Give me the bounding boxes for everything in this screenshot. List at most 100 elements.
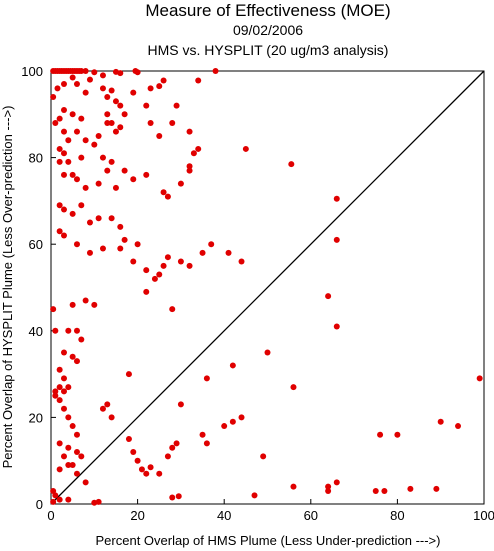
data-point [91,69,98,76]
data-point [394,431,401,438]
data-point [290,384,297,391]
data-point [86,219,93,226]
data-point [143,470,150,477]
data-point [86,76,93,83]
chart-subtitle: HMS vs. HYSPLIT (20 ug/m3 analysis) [148,42,389,58]
chart-date: 09/02/2006 [233,22,303,38]
data-point [60,128,67,135]
data-point [56,496,63,503]
data-point [476,375,483,382]
data-points [50,68,483,506]
data-point [52,392,59,399]
data-point [325,293,332,300]
data-point [125,371,132,378]
data-point [143,288,150,295]
data-point [56,366,63,373]
data-point [60,375,67,382]
data-point [52,119,59,126]
data-point [65,384,72,391]
data-point [130,89,137,96]
data-point [52,327,59,334]
data-point [333,479,340,486]
data-point [104,111,111,118]
data-point [56,384,63,391]
data-point [73,431,80,438]
data-point [377,431,384,438]
data-point [60,206,67,213]
data-point [60,405,67,412]
data-point [164,254,171,261]
data-point [82,297,89,304]
data-point [156,470,163,477]
data-point [108,119,115,126]
data-point [65,158,72,165]
data-point [108,87,115,94]
data-point [69,353,76,360]
data-point [195,77,202,84]
y-axis-label: Percent Overlap of HYSPLIT Plume (Less O… [0,106,15,469]
data-point [121,167,128,174]
data-point [260,453,267,460]
data-point [56,466,63,473]
data-point [56,158,63,165]
data-point [125,436,132,443]
data-point [69,210,76,217]
data-point [99,154,106,161]
data-point [121,236,128,243]
data-point [65,462,72,469]
data-point [54,85,61,92]
data-point [437,418,444,425]
data-point [147,464,154,471]
data-point [65,327,72,334]
data-point [160,77,167,84]
data-point [238,258,245,265]
data-point [50,93,57,100]
data-point [69,111,76,118]
data-point [65,137,72,144]
data-point [229,418,236,425]
data-point [82,89,89,96]
data-point [73,80,80,87]
data-point [78,68,85,74]
data-point [73,358,80,365]
data-point [95,215,102,222]
data-point [95,132,102,139]
x-axis-label: Percent Overlap of HMS Plume (Less Under… [96,533,441,548]
data-point [156,132,163,139]
data-point [60,453,67,460]
y-tick-label: 40 [29,324,43,339]
data-point [56,397,63,404]
data-point [117,70,124,77]
data-point [117,124,124,131]
x-tick-label: 40 [217,508,231,523]
data-point [134,457,141,464]
data-point [78,154,85,161]
data-point [99,85,106,92]
data-point [69,301,76,308]
data-point [65,444,72,451]
data-point [52,388,59,395]
data-point [134,241,141,248]
data-point [50,306,57,313]
data-point [164,453,171,460]
data-point [208,241,215,248]
data-point [60,349,67,356]
data-point [190,150,197,157]
data-point [73,176,80,183]
data-point [82,479,89,486]
data-point [69,423,76,430]
x-tick-label: 80 [390,508,404,523]
data-point [175,493,182,500]
data-point [50,498,57,505]
data-point [104,167,111,174]
data-point [69,171,76,178]
data-point [173,102,180,109]
data-point [95,180,102,187]
data-point [56,440,63,447]
x-tick-label: 0 [47,508,54,523]
data-point [60,232,67,239]
data-point [78,336,85,343]
data-point [173,440,180,447]
data-point [333,236,340,243]
data-point [160,262,167,269]
